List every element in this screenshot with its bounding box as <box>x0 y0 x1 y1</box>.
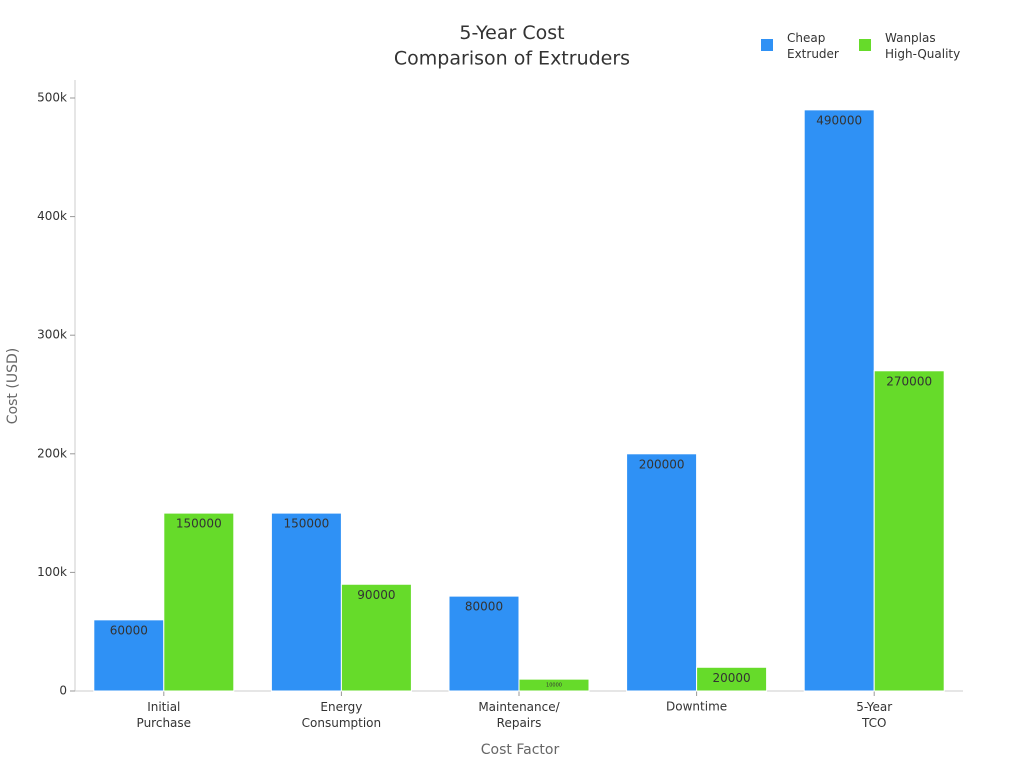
y-axis-title: Cost (USD) <box>5 348 21 424</box>
value-label: 60000 <box>110 623 148 637</box>
legend-swatch <box>761 39 773 51</box>
legend-swatch <box>859 39 871 51</box>
legend-label: Cheap Extruder <box>787 31 839 61</box>
value-label: 150000 <box>176 517 222 531</box>
value-label: 150000 <box>283 517 329 531</box>
x-axis-title: Cost Factor <box>481 742 560 758</box>
value-label: 490000 <box>816 113 862 127</box>
bar <box>270 512 342 692</box>
y-tick-label: 500k <box>37 91 67 105</box>
legend-label: Wanplas High-Quality <box>885 31 960 61</box>
y-tick-label: 400k <box>37 209 67 223</box>
y-tick-label: 200k <box>37 446 67 460</box>
bar <box>340 583 412 692</box>
x-tick-label: Downtime <box>666 700 727 714</box>
bar <box>518 678 590 692</box>
y-tick-label: 100k <box>37 565 67 579</box>
x-tick-label: Maintenance/Repairs <box>478 700 560 730</box>
value-label: 90000 <box>357 588 395 602</box>
x-tick-label: 5-Year TCO <box>856 700 892 730</box>
bar <box>448 595 520 692</box>
y-tick-label: 300k <box>37 328 67 342</box>
bar <box>803 109 875 692</box>
value-label: 270000 <box>886 374 932 388</box>
value-label: 200000 <box>639 457 685 471</box>
bar <box>873 370 945 692</box>
x-tick-label: Energy Consumption <box>302 700 381 730</box>
x-tick-label: Initial Purchase <box>137 700 192 730</box>
value-label: 80000 <box>465 600 503 614</box>
bar <box>163 512 235 692</box>
chart-title: 5-Year Cost Comparison of Extruders <box>394 22 630 70</box>
bar <box>696 666 768 692</box>
value-label: 10000 <box>546 683 562 689</box>
bar <box>626 453 698 692</box>
y-tick-label: 0 <box>59 684 67 698</box>
value-label: 20000 <box>713 671 751 685</box>
